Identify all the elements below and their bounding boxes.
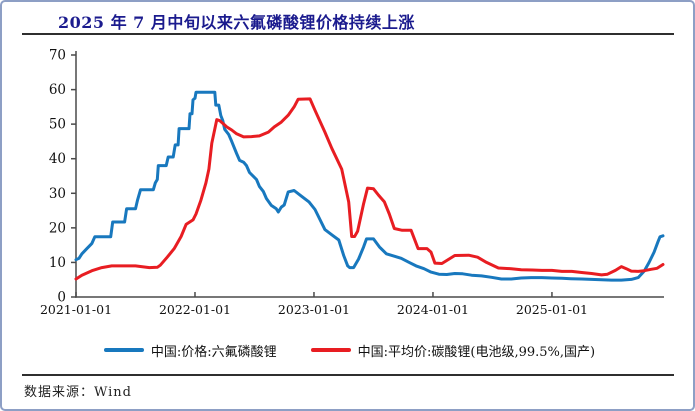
svg-text:2022-01-01: 2022-01-01 [159, 302, 231, 317]
legend-line-red [310, 348, 351, 352]
svg-text:2025-01-01: 2025-01-01 [516, 302, 588, 317]
legend-item-lithium-carbonate: 中国:平均价:碳酸锂(电池级,99.5%,国产) [310, 341, 596, 360]
svg-text:30: 30 [49, 186, 66, 202]
svg-text:20: 20 [49, 220, 66, 236]
chart-title: 2025 年 7 月中旬以来六氟磷酸锂价格持续上涨 [58, 13, 415, 32]
chart-legend: 中国:价格:六氟磷酸锂 中国:平均价:碳酸锂(电池级,99.5%,国产) [2, 339, 693, 361]
svg-text:0: 0 [57, 290, 66, 306]
legend-line-blue [103, 348, 144, 352]
legend-label-lithium-carbonate: 中国:平均价:碳酸锂(电池级,99.5%,国产) [357, 344, 596, 360]
legend-item-lipf6: 中国:价格:六氟磷酸锂 [103, 341, 277, 360]
svg-text:2024-01-01: 2024-01-01 [397, 302, 469, 317]
data-source: 数据来源：Wind [24, 385, 132, 400]
svg-text:70: 70 [49, 48, 66, 64]
legend-label-lipf6: 中国:价格:六氟磷酸锂 [150, 344, 277, 360]
svg-text:50: 50 [49, 117, 66, 133]
footer-divider [22, 374, 674, 376]
svg-text:2023-01-01: 2023-01-01 [278, 302, 350, 317]
title-divider [22, 33, 674, 35]
svg-text:2021-01-01: 2021-01-01 [40, 302, 112, 317]
svg-text:60: 60 [49, 82, 66, 98]
svg-text:10: 10 [49, 255, 66, 271]
svg-text:40: 40 [49, 151, 66, 167]
